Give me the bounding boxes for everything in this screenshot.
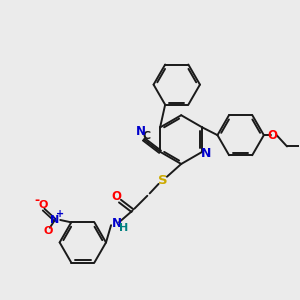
Text: H: H	[119, 223, 128, 232]
Text: C: C	[143, 131, 151, 141]
Text: N: N	[136, 125, 146, 138]
Text: O: O	[38, 200, 48, 210]
Text: O: O	[44, 226, 53, 236]
Text: N: N	[201, 147, 211, 160]
Text: S: S	[158, 174, 168, 187]
Text: -: -	[34, 194, 39, 207]
Text: +: +	[56, 209, 64, 219]
Text: N: N	[111, 217, 122, 230]
Text: N: N	[50, 215, 59, 225]
Text: O: O	[111, 190, 122, 203]
Text: O: O	[267, 129, 277, 142]
